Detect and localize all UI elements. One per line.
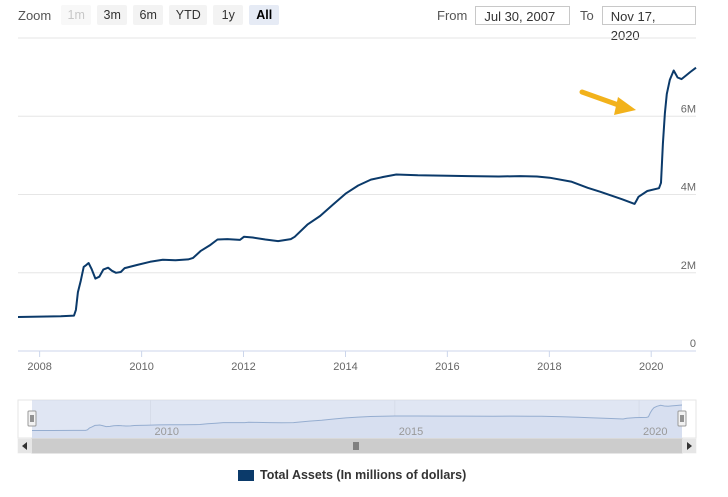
to-date-input[interactable]: Nov 17, 2020 [601,5,696,43]
x-tick-label: 2014 [333,361,357,373]
from-label: From [437,7,468,23]
navigator-tick-label: 2010 [155,426,179,438]
legend-label: Total Assets (In millions of dollars) [260,468,467,482]
annotation-arrow [579,89,636,115]
x-tick-label: 2018 [537,361,561,373]
legend-swatch [238,469,254,481]
y-tick-label: 0 [690,338,696,350]
y-tick-label: 6M [681,103,696,115]
x-axis: 2008 2010 2012 2014 2016 2018 2020 [27,351,663,373]
to-label: To [580,7,594,23]
navigator-tick-label: 2020 [643,426,667,438]
zoom-button-ytd[interactable]: YTD [169,5,208,25]
scrollbar-right-arrow[interactable] [682,439,696,453]
zoom-bar: Zoom 1m 3m 6m YTD 1y All [18,4,285,26]
date-range-to: To Nov 17, 2020 [580,4,696,43]
zoom-button-1y[interactable]: 1y [213,5,244,25]
x-tick-label: 2020 [639,361,663,373]
navigator-handle-right[interactable] [677,410,687,427]
navigator-handle-left[interactable] [27,410,37,427]
zoom-button-1m[interactable]: 1m [61,5,92,25]
y-grid [18,37,696,274]
series-line-total-assets [17,66,697,318]
zoom-button-3m[interactable]: 3m [97,5,128,25]
y-tick-label: 2M [681,260,696,272]
x-tick-label: 2012 [231,361,255,373]
zoom-label: Zoom [18,7,52,23]
scrollbar-left-arrow[interactable] [18,439,32,453]
navigator-tick-label: 2015 [399,426,423,438]
navigator-selection[interactable] [32,400,682,438]
scrollbar-thumb[interactable] [31,438,683,454]
legend-item[interactable]: Total Assets (In millions of dollars) [238,468,466,482]
scrollbar-grip [353,442,359,450]
x-tick-label: 2016 [435,361,459,373]
x-tick-label: 2010 [129,361,153,373]
y-axis: 0 2M 4M 6M [681,103,696,350]
date-range-from: From Jul 30, 2007 [437,4,571,26]
x-tick-label: 2008 [27,361,51,373]
navigator-ticks: 2010 2015 2020 [155,426,668,438]
zoom-button-6m[interactable]: 6m [133,5,164,25]
zoom-button-all[interactable]: All [249,5,280,25]
y-tick-label: 4M [681,182,696,194]
navigator: 2010 2015 2020 [17,399,697,454]
from-date-input[interactable]: Jul 30, 2007 [475,5,571,25]
